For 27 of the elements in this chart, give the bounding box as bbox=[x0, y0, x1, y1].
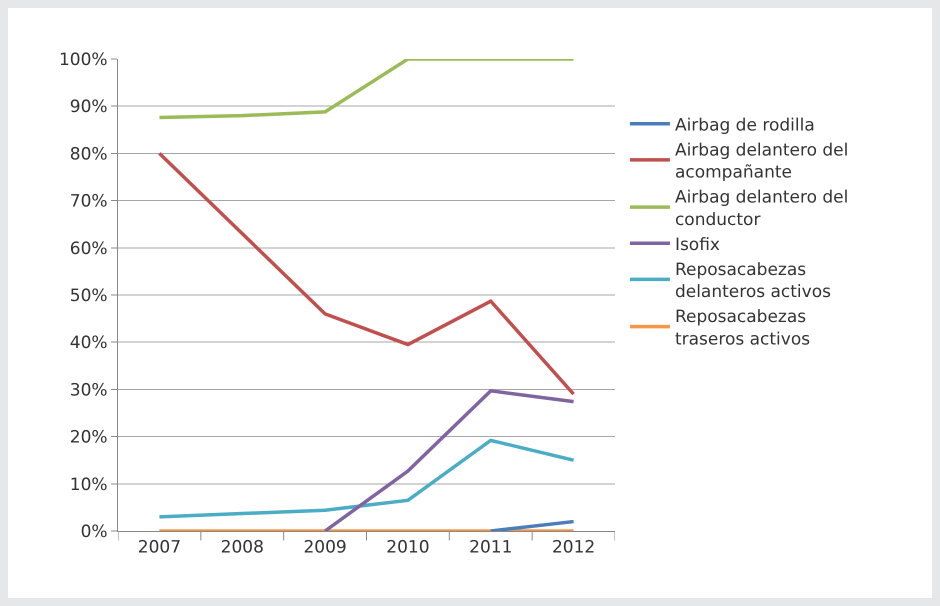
line-series bbox=[158, 59, 576, 120]
y-tick-label: 10% bbox=[70, 474, 108, 495]
y-tick-label: 0% bbox=[80, 522, 108, 542]
y-tick-label: 30% bbox=[70, 380, 108, 400]
legend-label: Airbag delantero del acompañante bbox=[674, 140, 848, 183]
x-tick-label: 2008 bbox=[220, 537, 264, 558]
y-tick-label: 100% bbox=[58, 50, 108, 70]
x-tick-label: 2009 bbox=[303, 537, 347, 558]
legend-label: Reposacabezas delanteros activos bbox=[674, 260, 832, 302]
legend-label: Airbag delantero del conductor bbox=[674, 188, 848, 230]
legend-label: Airbag de rodilla bbox=[674, 115, 815, 136]
y-tick-label: 80% bbox=[70, 144, 108, 164]
y-tick-label: 50% bbox=[70, 286, 108, 306]
y-tick-label: 20% bbox=[70, 428, 108, 448]
y-tick-label: 90% bbox=[70, 97, 108, 118]
y-tick-label: 60% bbox=[70, 238, 108, 259]
y-tick-label: 40% bbox=[70, 333, 108, 354]
x-tick-label: 2011 bbox=[469, 537, 512, 558]
line-series bbox=[323, 389, 576, 531]
x-tick-label: 2012 bbox=[552, 537, 596, 558]
line-series bbox=[158, 152, 576, 396]
line-series bbox=[158, 438, 576, 519]
legend-label: Isofix bbox=[674, 234, 720, 255]
legend-label: Reposacabezas traseros activos bbox=[674, 307, 810, 350]
x-tick-label: 2007 bbox=[138, 537, 182, 558]
y-tick-label: 70% bbox=[70, 192, 108, 212]
x-tick-label: 2010 bbox=[386, 537, 430, 558]
